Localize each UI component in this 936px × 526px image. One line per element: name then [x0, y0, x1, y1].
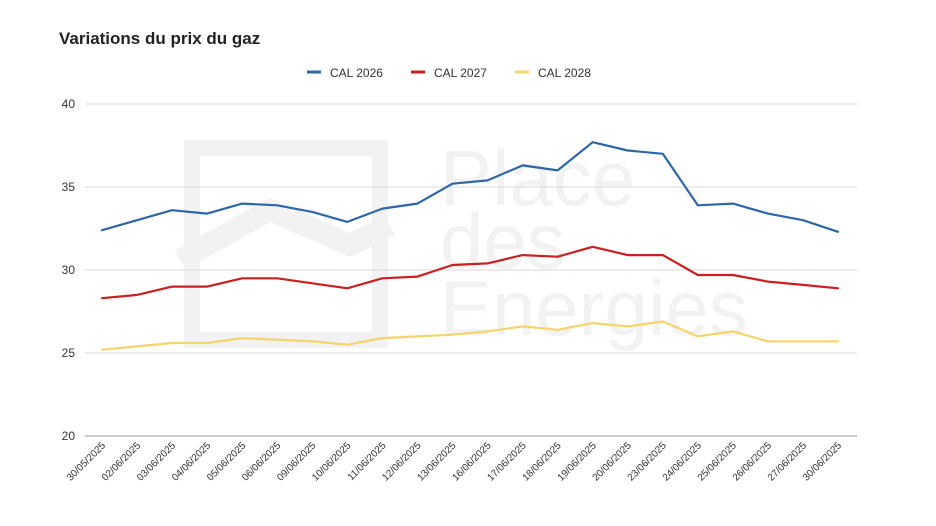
watermark-line-1: Place	[440, 134, 635, 222]
y-tick-label: 30	[62, 263, 76, 277]
series-lines	[100, 141, 840, 351]
y-tick-label: 35	[62, 180, 76, 194]
y-tick-label: 25	[62, 346, 76, 360]
watermark-line-3: Energies	[440, 264, 748, 352]
legend-label: CAL 2027	[434, 66, 487, 80]
series-line-cal-2026	[100, 141, 840, 233]
watermark-frame	[184, 140, 388, 348]
series-line-cal-2028	[100, 320, 840, 351]
legend-label: CAL 2026	[330, 66, 383, 80]
x-axis-ticks: 30/05/202502/06/202503/06/202504/06/2025…	[65, 440, 844, 483]
watermark-logo: Place des Energies	[174, 134, 748, 352]
y-tick-label: 40	[62, 97, 76, 111]
watermark-roof	[174, 199, 395, 270]
legend: CAL 2026 CAL 2027 CAL 2028	[307, 66, 591, 80]
y-axis-ticks: 20 25 30 35 40	[62, 97, 76, 443]
legend-label: CAL 2028	[538, 66, 591, 80]
chart-title: Variations du prix du gaz	[59, 29, 260, 48]
grid-lines	[85, 103, 857, 437]
series-line-cal-2027	[100, 245, 840, 300]
y-tick-label: 20	[62, 429, 76, 443]
